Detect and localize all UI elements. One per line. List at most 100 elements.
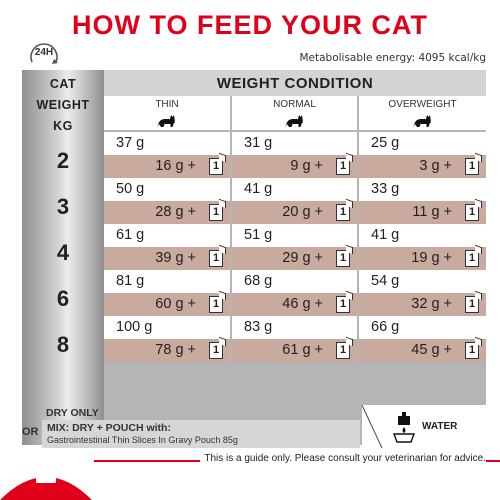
mix-grams: 16 g [155, 158, 184, 174]
mix-amount: 32 g + [411, 293, 452, 316]
pouch-icon: 1 [336, 250, 350, 267]
water-legend [361, 404, 486, 449]
mix-grams: 19 g [411, 250, 440, 266]
mix-grams: 11 g [412, 204, 440, 220]
condition-label: NORMAL [273, 99, 316, 110]
dry-amount: 66 g [371, 319, 400, 335]
or-label: OR [22, 426, 39, 438]
water-bowl-icon [361, 404, 416, 449]
plus-sign: + [443, 250, 452, 266]
condition-label: THIN [155, 99, 179, 110]
dry-only-cell: 51 g [232, 224, 357, 247]
cat-weight-value: 2 [56, 148, 70, 173]
dry-amount: 33 g [371, 181, 400, 197]
plus-sign: + [314, 250, 323, 266]
energy-info: Metabolisable energy: 4095 kcal/kg [299, 52, 486, 64]
water-label: WATER [422, 421, 458, 432]
mix-amount: 29 g + [282, 247, 323, 270]
weight-condition-header: WEIGHT CONDITION [104, 70, 486, 96]
cat-weight-value: 8 [56, 332, 70, 357]
plus-sign: + [314, 158, 323, 174]
dry-only-cell: 37 g [104, 132, 230, 155]
dry-only-cell: 50 g [104, 178, 230, 201]
mix-cell: 3 g +1 [359, 155, 486, 178]
mix-amount: 19 g + [411, 247, 452, 270]
mix-cell: 11 g +1 [359, 201, 486, 224]
dry-amount: 100 g [116, 319, 153, 335]
mix-cell: 16 g +1 [104, 155, 230, 178]
condition-header-1: NORMAL [232, 96, 357, 130]
mix-grams: 32 g [411, 296, 440, 312]
mix-cell: 32 g +1 [359, 293, 486, 316]
pouch-icon: 1 [209, 296, 223, 313]
pouch-icon: 1 [336, 342, 350, 359]
dry-amount: 83 g [244, 319, 273, 335]
plus-sign: + [187, 250, 196, 266]
cat-weight-value: 3 [56, 194, 70, 219]
condition-header-2: OVERWEIGHT [359, 96, 486, 130]
mix-amount: 11 g + [412, 201, 452, 224]
mix-cell: 61 g +1 [232, 339, 357, 362]
clock-icon: 24H [28, 40, 60, 66]
mix-grams: 78 g [155, 342, 184, 358]
pouch-icon: 1 [209, 158, 223, 175]
plus-sign: + [443, 296, 452, 312]
plus-sign: + [443, 342, 452, 358]
mix-cell: 45 g +1 [359, 339, 486, 362]
cat-icon [285, 115, 303, 127]
cat-weight-value: 6 [56, 286, 70, 311]
dry-only-cell: 41 g [359, 224, 486, 247]
mix-grams: 20 g [282, 204, 311, 220]
plus-sign: + [187, 296, 196, 312]
pouch-icon: 1 [336, 296, 350, 313]
cat-weight-column [22, 70, 104, 445]
pouch-icon: 1 [336, 204, 350, 221]
royal-canin-logo [0, 452, 92, 500]
mix-amount: 9 g + [290, 155, 323, 178]
mix-cell: 9 g +1 [232, 155, 357, 178]
mix-amount: 45 g + [411, 339, 452, 362]
mix-grams: 29 g [282, 250, 311, 266]
pouch-icon: 1 [209, 342, 223, 359]
mix-legend: MIX: DRY + POUCH with: Gastrointestinal … [42, 420, 360, 448]
dry-amount: 25 g [371, 135, 400, 151]
dry-only-cell: 61 g [104, 224, 230, 247]
dry-only-cell: 81 g [104, 270, 230, 293]
mix-amount: 46 g + [282, 293, 323, 316]
pouch-icon: 1 [465, 296, 479, 313]
cat-weight-header: CAT WEIGHT KG [36, 77, 90, 133]
dry-amount: 68 g [244, 273, 273, 289]
mix-grams: 28 g [155, 204, 184, 220]
dry-amount: 61 g [116, 227, 145, 243]
mix-grams: 9 g [290, 158, 311, 174]
dry-amount: 37 g [116, 135, 145, 151]
mix-grams: 60 g [155, 296, 184, 312]
mix-amount: 3 g + [419, 155, 452, 178]
mix-cell: 29 g +1 [232, 247, 357, 270]
mix-cell: 39 g +1 [104, 247, 230, 270]
mix-amount: 16 g + [155, 155, 196, 178]
dry-only-label: DRY ONLY [46, 407, 99, 419]
page-title: HOW TO FEED YOUR CAT [71, 10, 428, 40]
dry-only-cell: 31 g [232, 132, 357, 155]
pouch-icon: 1 [209, 250, 223, 267]
dry-amount: 50 g [116, 181, 145, 197]
mix-cell: 46 g + 1 [232, 293, 357, 316]
condition-label: OVERWEIGHT [388, 99, 457, 110]
plus-sign: + [314, 342, 323, 358]
dry-amount: 51 g [244, 227, 273, 243]
mix-cell: 28 g +1 [104, 201, 230, 224]
dry-amount: 41 g [371, 227, 400, 243]
pouch-icon: 1 [465, 250, 479, 267]
dry-amount: 54 g [371, 273, 400, 289]
plus-sign: + [187, 158, 196, 174]
disclaimer: This is a guide only. Please consult you… [200, 453, 486, 464]
plus-sign: + [187, 204, 196, 220]
mix-amount: 28 g + [155, 201, 196, 224]
plus-sign: + [314, 204, 323, 220]
pouch-icon: 1 [336, 158, 350, 175]
dry-amount: 31 g [244, 135, 273, 151]
dry-only-cell: 66 g [359, 316, 486, 339]
mix-cell: 19 g +1 [359, 247, 486, 270]
dry-only-cell: 68 g [232, 270, 357, 293]
